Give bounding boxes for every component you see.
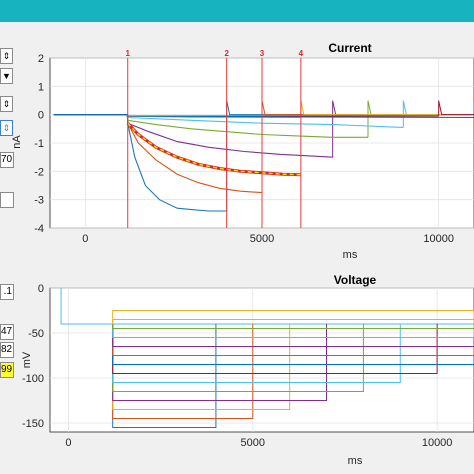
current-x-axis-label: ms xyxy=(343,249,358,261)
current-marker-label: 3 xyxy=(260,49,265,58)
value-field-3[interactable]: .1 xyxy=(0,284,14,300)
voltage-series-group xyxy=(60,288,474,428)
voltage-x-ticks: 0 5000 10000 xyxy=(65,437,452,449)
voltage-holding-line xyxy=(60,288,474,325)
spin-control-2[interactable]: ⇕ xyxy=(0,96,13,112)
voltage-plot-background xyxy=(49,287,474,433)
current-chart: Current 1 2 3 4 2 1 0 -1 -2 -3 -4 0 5000 10000 nA m… xyxy=(11,41,474,261)
value-field-5[interactable]: 82 xyxy=(0,342,14,358)
current-plot-area: 1 2 3 4 2 1 0 -1 -2 -3 -4 0 5000 10000 xyxy=(34,49,474,245)
voltage-x-axis-label: ms xyxy=(348,455,363,467)
voltage-x-tick-label: 0 xyxy=(65,437,71,449)
spin-arrows-icon: ⇕ xyxy=(2,123,11,133)
current-x-tick-label: 10000 xyxy=(423,233,454,245)
current-y-tick-label: 0 xyxy=(38,110,44,122)
voltage-chart-title: Voltage xyxy=(334,273,377,287)
current-y-tick-label: -4 xyxy=(34,223,44,235)
voltage-y-tick-label: -100 xyxy=(22,373,44,385)
dropdown-arrow-icon: ▼ xyxy=(2,71,11,81)
current-markers-group: 1 2 3 4 xyxy=(126,49,304,228)
voltage-y-ticks: 0 -50 -100 -150 xyxy=(22,283,44,430)
voltage-y-tick-label: 0 xyxy=(38,283,44,295)
dropdown-control[interactable]: ▼ xyxy=(0,68,13,84)
voltage-step-trace xyxy=(112,324,474,338)
value-field-1[interactable]: 70 xyxy=(0,152,14,168)
current-y-tick-label: 2 xyxy=(38,53,44,65)
voltage-y-tick-label: -50 xyxy=(28,328,44,340)
spin-arrows-icon: ⇕ xyxy=(2,99,11,109)
current-y-tick-label: -3 xyxy=(34,195,44,207)
voltage-x-tick-label: 10000 xyxy=(422,437,453,449)
left-control-panel: ⇕ ▼ ⇕ ⇕ 70 .1 47 82 99 xyxy=(0,22,22,474)
current-y-tick-label: -1 xyxy=(34,138,44,150)
current-y-axis-label: nA xyxy=(11,135,23,149)
voltage-y-tick-label: -150 xyxy=(22,418,44,430)
current-x-tick-label: 5000 xyxy=(250,233,274,245)
voltage-x-tick-label: 5000 xyxy=(241,437,265,449)
value-field-6[interactable]: 99 xyxy=(0,362,14,378)
value-field-2[interactable] xyxy=(0,192,14,208)
spin-arrows-icon: ⇕ xyxy=(2,51,11,61)
current-y-tick-label: 1 xyxy=(38,81,44,93)
current-tail-spike xyxy=(438,100,474,117)
current-y-ticks: 2 1 0 -1 -2 -3 -4 xyxy=(34,53,44,235)
spin-control-3[interactable]: ⇕ xyxy=(0,120,13,136)
voltage-chart: Voltage 0 -50 -100 -150 0 5000 10000 mV ms xyxy=(21,273,474,467)
spin-control-1[interactable]: ⇕ xyxy=(0,48,13,64)
voltage-step-trace xyxy=(112,324,474,329)
voltage-plot-area: 0 -50 -100 -150 0 5000 10000 xyxy=(22,283,474,449)
current-fit-dash xyxy=(127,122,301,176)
voltage-y-axis-label: mV xyxy=(21,351,33,368)
current-x-ticks: 0 5000 10000 xyxy=(82,233,454,245)
current-marker-label: 4 xyxy=(299,49,304,58)
current-x-tick-label: 0 xyxy=(82,233,88,245)
window-title-bar xyxy=(0,0,474,22)
current-chart-title: Current xyxy=(328,41,371,55)
current-marker-label: 1 xyxy=(126,49,131,58)
current-marker-label: 2 xyxy=(224,49,229,58)
voltage-step-trace xyxy=(112,310,474,324)
current-y-tick-label: -2 xyxy=(34,166,44,178)
value-field-4[interactable]: 47 xyxy=(0,324,14,340)
